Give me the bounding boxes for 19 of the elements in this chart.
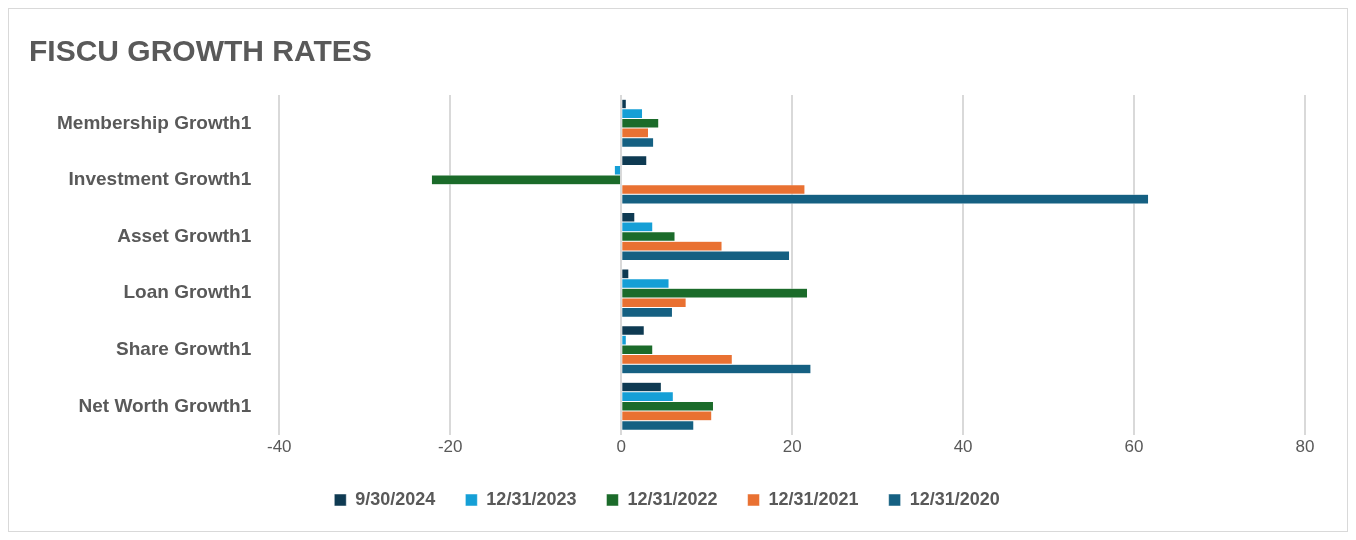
chart-title: FISCU GROWTH RATES	[29, 34, 372, 68]
x-tick-label: 60	[1124, 437, 1144, 457]
x-tick-label: 20	[782, 437, 802, 457]
y-tick-label: Loan Growth1	[123, 281, 252, 303]
y-tick-label: Asset Growth1	[117, 224, 252, 246]
y-tick-label: Share Growth1	[116, 337, 252, 359]
legend-label: 9/30/2024	[355, 488, 436, 509]
x-tick-label: -40	[266, 437, 292, 457]
x-tick-label: 80	[1295, 437, 1315, 457]
y-tick-label: Net Worth Growth1	[78, 394, 252, 416]
y-tick-label: Investment Growth1	[68, 168, 252, 190]
legend-label: 12/31/2022	[627, 488, 718, 509]
x-tick-label: 0	[616, 437, 626, 457]
x-tick-label: 40	[953, 437, 973, 457]
x-tick-label: -20	[437, 437, 463, 457]
legend-label: 12/31/2020	[909, 488, 1000, 509]
legend-label: 12/31/2021	[768, 488, 859, 509]
y-tick-label: Membership Growth1	[57, 111, 252, 133]
legend-label: 12/31/2023	[486, 488, 577, 509]
